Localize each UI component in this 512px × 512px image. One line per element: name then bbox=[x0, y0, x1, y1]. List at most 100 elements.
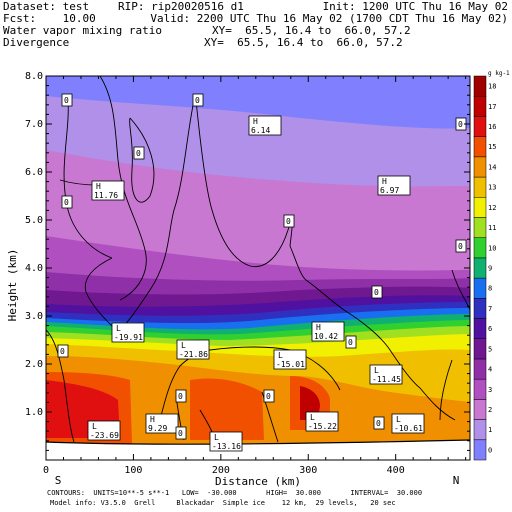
colorbar-swatch-16 bbox=[473, 116, 487, 137]
colorbar-swatch-11 bbox=[473, 217, 487, 238]
zero-contour-label-13: 0 bbox=[175, 426, 187, 440]
extremum-box bbox=[145, 413, 179, 434]
zero-label-box bbox=[192, 93, 204, 107]
zero-label-box bbox=[373, 416, 385, 430]
colorbar-swatch-7 bbox=[473, 298, 487, 319]
zero-contour-label-1: 0 bbox=[61, 93, 73, 107]
extremum-value: -15.01 bbox=[276, 360, 305, 369]
extremum-label-L-13: L-10.61 bbox=[391, 413, 425, 434]
extremum-box bbox=[176, 339, 210, 360]
contour-line-7 bbox=[119, 99, 195, 331]
extremum-label-L-11: L-13.16 bbox=[209, 431, 243, 452]
zero-contour-label-10: 0 bbox=[345, 335, 357, 349]
zero-label-text: 0 bbox=[376, 419, 381, 428]
extremum-label-L-9: L-23.69 bbox=[87, 420, 121, 441]
colorbar-label-7: 7 bbox=[488, 305, 492, 313]
extremum-kind: H bbox=[150, 415, 155, 424]
colorbar-label-5: 5 bbox=[488, 345, 492, 353]
zero-label-text: 0 bbox=[458, 120, 463, 129]
contour-line-8 bbox=[343, 309, 421, 389]
zero-contour-label-5: 0 bbox=[283, 214, 295, 228]
field2-label: Divergence bbox=[3, 36, 70, 49]
colorbar-label-11: 11 bbox=[488, 224, 496, 232]
x-tick-label-100: 100 bbox=[124, 465, 142, 476]
mixing-ratio-fill bbox=[46, 76, 470, 460]
extremum-kind: H bbox=[316, 323, 321, 332]
extremum-box bbox=[91, 180, 125, 201]
colorbar-swatch-13 bbox=[473, 176, 487, 198]
extremum-value: 9.29 bbox=[148, 424, 167, 433]
dataset-label: Dataset: test bbox=[3, 0, 90, 13]
extremum-label-L-7: L-15.01 bbox=[273, 349, 307, 370]
extremum-label-L-12: L-15.22 bbox=[305, 411, 339, 432]
extremum-value: 6.14 bbox=[251, 126, 270, 135]
zero-contour-label-12: 0 bbox=[263, 389, 275, 403]
zero-label-text: 0 bbox=[178, 392, 183, 401]
colorbar-label-17: 17 bbox=[488, 103, 496, 111]
zero-contour-label-2: 0 bbox=[192, 93, 204, 107]
colorbar-label-16: 16 bbox=[488, 123, 496, 131]
colorbar-swatch-1 bbox=[473, 419, 487, 441]
colorbar-swatch-14 bbox=[473, 156, 487, 178]
extremum-value: 10.42 bbox=[314, 332, 338, 341]
extremum-value: 6.97 bbox=[380, 186, 399, 195]
extremum-value: -11.45 bbox=[372, 375, 401, 384]
contour-labels: H6.14H11.76H6.97L-19.91L-21.86H10.42L-15… bbox=[57, 93, 467, 452]
zero-label-text: 0 bbox=[374, 288, 379, 297]
colorbar-label-12: 12 bbox=[488, 204, 496, 212]
extremum-box bbox=[369, 364, 403, 385]
extremum-label-L-4: L-19.91 bbox=[111, 322, 145, 343]
colorbar-swatch-8 bbox=[473, 277, 487, 299]
extremum-box bbox=[377, 175, 411, 196]
colorbar-swatch-9 bbox=[473, 257, 487, 279]
extremum-kind: L bbox=[278, 351, 283, 360]
extremum-box bbox=[87, 420, 121, 441]
zero-contour-label-4: 0 bbox=[61, 195, 73, 209]
extremum-box bbox=[248, 115, 282, 136]
y-tick-label-7.0: 7.0 bbox=[25, 119, 43, 130]
x-tick-label-0: 0 bbox=[43, 465, 49, 476]
zero-label-text: 0 bbox=[266, 392, 271, 401]
extremum-box bbox=[111, 322, 145, 343]
zero-label-box bbox=[61, 93, 73, 107]
zero-label-box bbox=[263, 389, 275, 403]
zero-label-box bbox=[175, 389, 187, 403]
extremum-label-H-6: H10.42 bbox=[311, 321, 345, 342]
colorbar-swatch-12 bbox=[473, 197, 487, 218]
zero-label-text: 0 bbox=[458, 242, 463, 251]
contour-line-9 bbox=[419, 387, 456, 421]
zero-label-box bbox=[133, 146, 145, 160]
zero-label-text: 0 bbox=[136, 149, 141, 158]
xy1-label: XY= 65.5, 16.4 to 66.0, 57.2 bbox=[212, 24, 411, 37]
y-tick-label-2.0: 2.0 bbox=[25, 359, 43, 370]
zero-contour-label-9: 0 bbox=[57, 344, 69, 358]
extremum-kind: L bbox=[374, 366, 379, 375]
colorbar-label-8: 8 bbox=[488, 285, 492, 293]
band-level-17 bbox=[300, 386, 320, 420]
extremum-kind: H bbox=[96, 182, 101, 191]
colorbar-label-10: 10 bbox=[488, 244, 496, 252]
contour-line-2 bbox=[84, 257, 113, 327]
zero-label-text: 0 bbox=[60, 347, 65, 356]
y-axis-title: Height (km) bbox=[6, 249, 19, 322]
terrain-blank bbox=[46, 440, 470, 460]
contour-line-16 bbox=[451, 269, 470, 311]
x-axis-title: Distance (km) bbox=[215, 475, 301, 488]
extremum-box bbox=[391, 413, 425, 434]
extremum-box bbox=[311, 321, 345, 342]
x-tick-label-400: 400 bbox=[387, 465, 405, 476]
field1-label: Water vapor mixing ratio bbox=[3, 24, 162, 37]
colorbar-label-1: 1 bbox=[488, 426, 492, 434]
zero-label-text: 0 bbox=[64, 96, 69, 105]
contour-line-6 bbox=[289, 245, 345, 311]
colorbar-swatch-6 bbox=[473, 318, 487, 339]
colorbar-swatch-18 bbox=[473, 75, 487, 97]
zero-label-box bbox=[371, 285, 383, 299]
colorbar-label-15: 15 bbox=[488, 143, 496, 151]
y-tick-label-1.0: 1.0 bbox=[25, 407, 43, 418]
contour-line-10 bbox=[46, 329, 75, 443]
colorbar-swatch-0 bbox=[473, 439, 487, 461]
extremum-kind: L bbox=[310, 413, 315, 422]
